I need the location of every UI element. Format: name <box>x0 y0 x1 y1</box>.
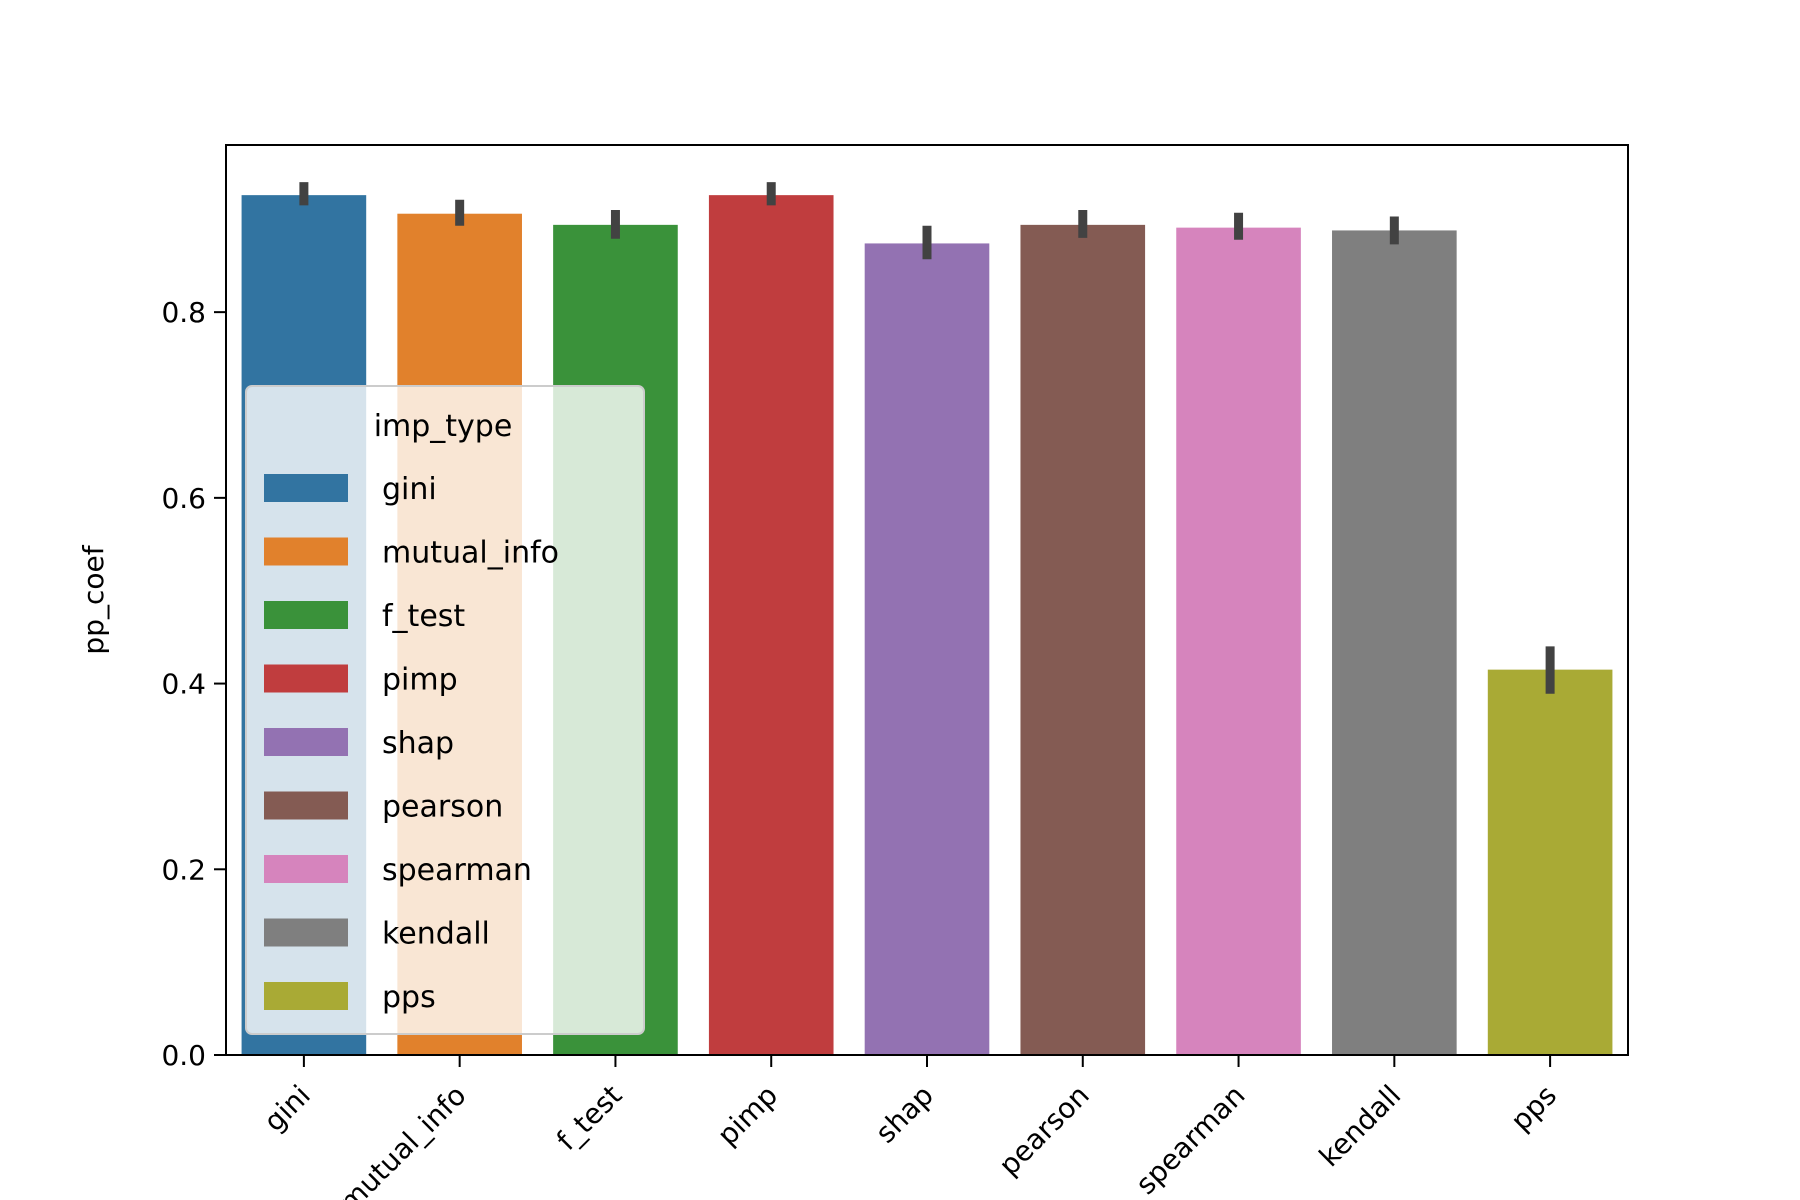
legend-swatch-pimp <box>264 664 348 693</box>
x-tick-label: kendall <box>1313 1079 1408 1174</box>
y-tick-label: 0.0 <box>161 1039 206 1072</box>
y-axis: 0.0 0.2 0.4 0.6 0.8 <box>161 296 226 1072</box>
y-tick-label: 0.6 <box>161 482 206 515</box>
y-tick-label: 0.2 <box>161 853 206 886</box>
legend-label-f_test: f_test <box>382 599 465 634</box>
legend-label-mutual_info: mutual_info <box>382 536 559 571</box>
legend-swatch-f_test <box>264 601 348 629</box>
legend-swatch-mutual_info <box>264 537 348 566</box>
legend-label-gini: gini <box>382 472 437 507</box>
x-tick-label: pearson <box>992 1079 1095 1182</box>
x-tick-label: pps <box>1504 1079 1563 1138</box>
legend-swatch-spearman <box>264 855 348 883</box>
legend-label-pearson: pearson <box>382 790 503 825</box>
bar-kendall <box>1332 230 1457 1055</box>
x-tick-label: gini <box>257 1079 316 1138</box>
bar-pearson <box>1020 224 1146 1055</box>
x-tick-label: spearman <box>1129 1079 1251 1200</box>
x-tick-label: mutual_info <box>332 1079 472 1200</box>
bar-pps <box>1487 669 1613 1055</box>
legend-label-kendall: kendall <box>382 917 490 952</box>
y-axis-label: pp_coef <box>77 544 110 654</box>
legend-swatch-pps <box>264 982 348 1010</box>
x-axis: gini mutual_info f_test pimp shap pearson spea… <box>257 1055 1563 1200</box>
x-tick-label: pimp <box>711 1079 784 1152</box>
bar-spearman <box>1176 227 1301 1056</box>
y-tick-label: 0.4 <box>161 668 206 701</box>
legend-label-pps: pps <box>382 980 436 1015</box>
y-tick-label: 0.8 <box>161 296 206 329</box>
bar-pimp <box>708 195 834 1056</box>
legend-label-shap: shap <box>382 726 454 761</box>
legend-label-spearman: spearman <box>382 853 532 888</box>
legend-swatch-shap <box>264 728 348 756</box>
legend-label-pimp: pimp <box>382 663 458 698</box>
legend-title: imp_type <box>374 409 513 444</box>
bar-shap <box>864 243 990 1055</box>
x-tick-label: shap <box>869 1079 940 1150</box>
legend-swatch-gini <box>264 474 348 502</box>
x-tick-label: f_test <box>550 1079 628 1157</box>
legend-swatch-kendall <box>264 918 348 947</box>
legend-swatch-pearson <box>264 791 348 820</box>
bars-group <box>241 195 1613 1056</box>
error-bars-group <box>299 182 1555 694</box>
